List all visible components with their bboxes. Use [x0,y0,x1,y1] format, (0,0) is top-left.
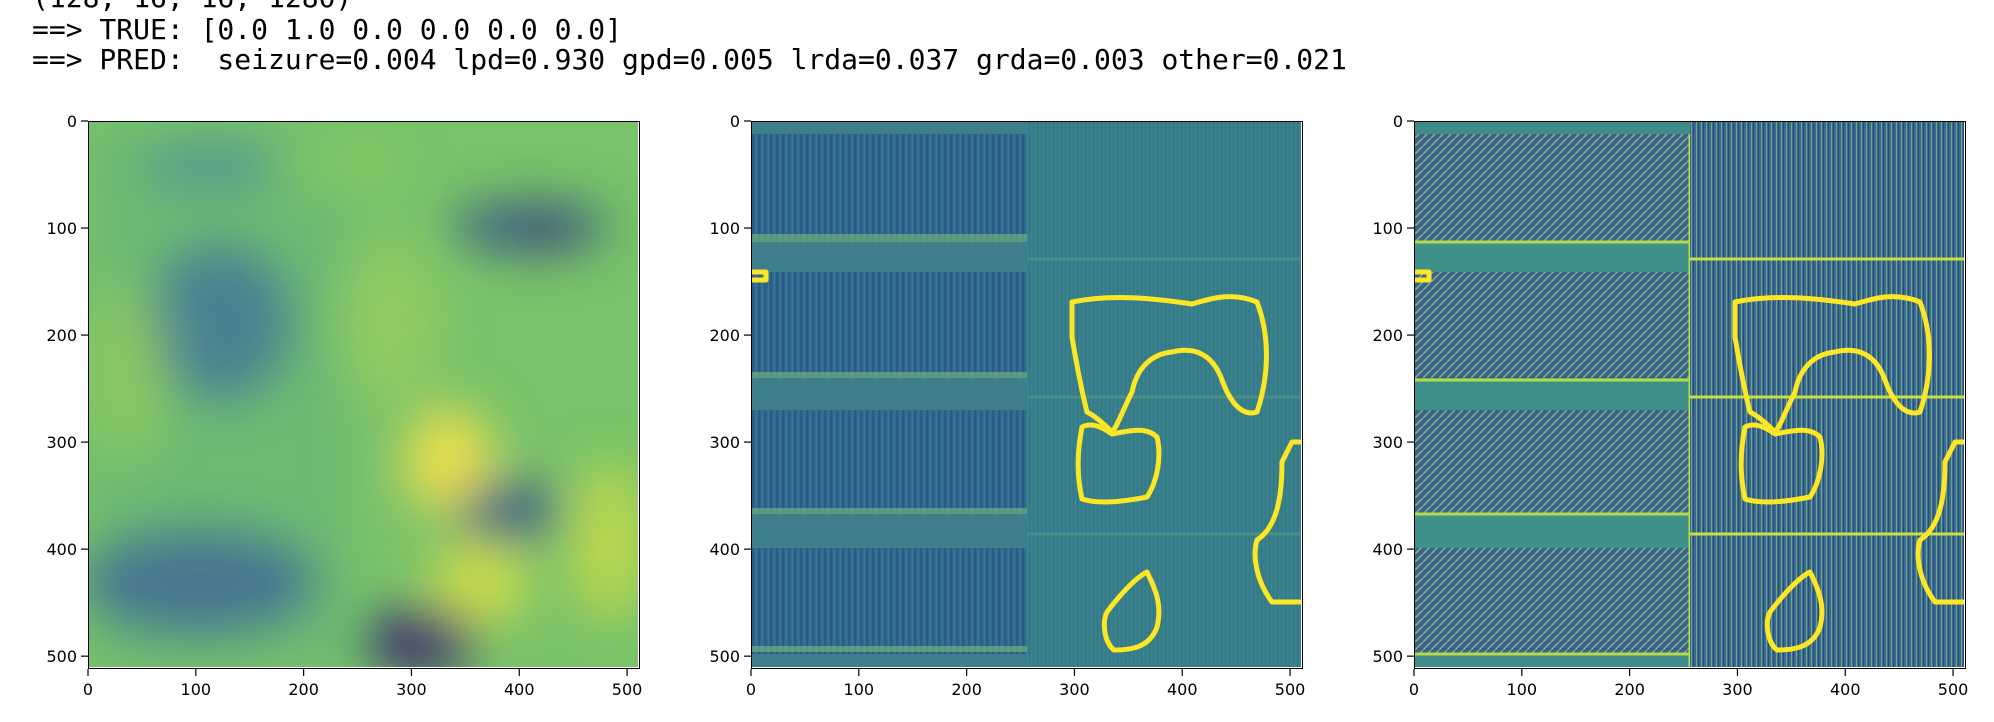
console-line-pred: ==> PRED: seizure=0.004 lpd=0.930 gpd=0.… [32,43,1347,76]
x-tick-label: 500 [612,680,643,699]
y-tick-label: 400 [1372,540,1403,559]
y-tick-label: 100 [1372,219,1403,238]
heatmap-panel-3 [1414,121,1966,669]
heatmap-1-image [89,122,638,667]
y-tick-label: 400 [709,540,740,559]
y-tick-label: 0 [730,112,740,131]
x-tick-label: 500 [1938,680,1969,699]
y-tick-label: 0 [1393,112,1403,131]
x-tick-label: 300 [1059,680,1090,699]
heatmap-2-image [752,122,1301,667]
x-tick-label: 0 [1409,680,1419,699]
x-tick-label: 0 [746,680,756,699]
x-tick-label: 200 [1614,680,1645,699]
x-tick-label: 400 [1830,680,1861,699]
heatmap-panel-2 [751,121,1303,669]
console-line-shape: (128, 16, 16, 1280) [32,0,352,14]
y-tick-label: 300 [709,433,740,452]
y-tick-label: 0 [67,112,77,131]
y-tick-label: 200 [46,326,77,345]
y-tick-label: 300 [1372,433,1403,452]
y-tick-label: 200 [709,326,740,345]
y-tick-label: 100 [709,219,740,238]
x-tick-label: 400 [504,680,535,699]
y-tick-label: 500 [1372,647,1403,666]
heatmap-panel-1 [88,121,640,669]
x-tick-label: 300 [396,680,427,699]
heatmap-3-image [1415,122,1964,667]
x-tick-label: 500 [1275,680,1306,699]
x-tick-label: 100 [1507,680,1538,699]
y-tick-label: 500 [709,647,740,666]
y-tick-label: 200 [1372,326,1403,345]
console-line-true: ==> TRUE: [0.0 1.0 0.0 0.0 0.0 0.0] [32,13,623,46]
x-tick-label: 400 [1167,680,1198,699]
x-tick-label: 100 [844,680,875,699]
y-tick-label: 300 [46,433,77,452]
x-tick-label: 300 [1722,680,1753,699]
y-tick-label: 400 [46,540,77,559]
y-tick-label: 100 [46,219,77,238]
x-tick-label: 100 [181,680,212,699]
x-tick-label: 0 [83,680,93,699]
y-tick-label: 500 [46,647,77,666]
x-tick-label: 200 [951,680,982,699]
x-tick-label: 200 [288,680,319,699]
